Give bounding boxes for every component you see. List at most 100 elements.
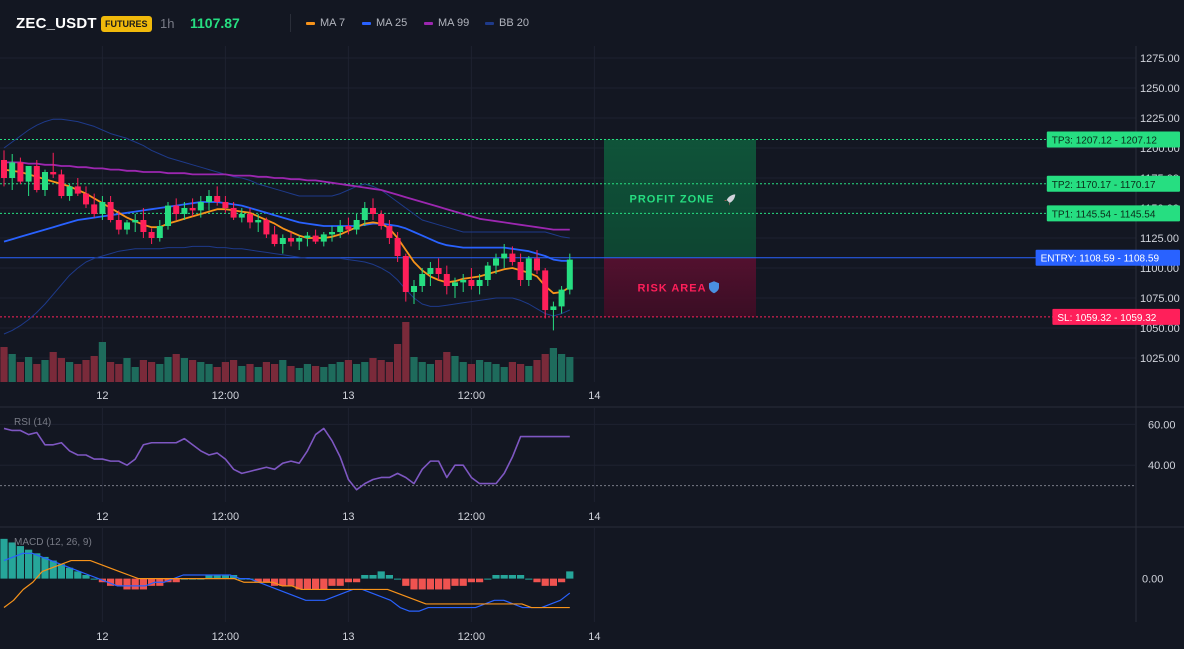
candle-body[interactable] (288, 238, 294, 242)
level-tag[interactable]: ENTRY: 1108.59 - 1108.59 (1035, 249, 1180, 266)
candle-body[interactable] (468, 280, 475, 286)
candle-body[interactable] (435, 268, 442, 274)
candle-body[interactable] (17, 162, 24, 182)
candle-body[interactable] (443, 274, 450, 286)
candle-body[interactable] (247, 214, 253, 223)
candle-body[interactable] (353, 220, 360, 230)
candle-body[interactable] (534, 258, 540, 271)
candle-body[interactable] (66, 186, 73, 196)
candle-body[interactable] (329, 232, 335, 235)
candle-body[interactable] (91, 204, 98, 214)
volume-bar (107, 362, 115, 382)
candle-body[interactable] (1, 160, 7, 178)
candle-body[interactable] (222, 202, 229, 208)
legend-bb20[interactable]: BB 20 (485, 17, 529, 29)
volume-bar (0, 347, 8, 382)
legend-ma7[interactable]: MA 7 (306, 17, 345, 29)
candle-body[interactable] (419, 274, 426, 286)
candle-body[interactable] (263, 220, 270, 235)
candle-body[interactable] (107, 202, 114, 220)
candle-body[interactable] (206, 196, 212, 202)
candle-body[interactable] (452, 282, 458, 286)
candle-body[interactable] (255, 220, 262, 223)
level-tag[interactable]: TP3: 1207.12 - 1207.12 (1046, 131, 1180, 148)
candle-body[interactable] (181, 208, 188, 214)
candle-body[interactable] (50, 172, 57, 175)
candle-body[interactable] (173, 205, 180, 214)
legend-label: MA 99 (438, 17, 470, 29)
candle-body[interactable] (132, 220, 139, 223)
candle-body[interactable] (197, 202, 204, 211)
candle-body[interactable] (33, 166, 40, 190)
candle-body[interactable] (238, 214, 245, 218)
candle-body[interactable] (525, 258, 532, 280)
candle-body[interactable] (501, 253, 508, 259)
candle-body[interactable] (542, 270, 549, 310)
candle-body[interactable] (99, 202, 106, 214)
macd-histogram-bar (533, 578, 541, 583)
candle-body[interactable] (370, 208, 376, 214)
macd-histogram-bar (172, 578, 180, 583)
candle-body[interactable] (550, 306, 557, 310)
candle-body[interactable] (304, 235, 311, 238)
header-divider (290, 14, 291, 32)
volume-bar (459, 362, 467, 382)
candle-body[interactable] (517, 262, 524, 280)
candle-body[interactable] (493, 258, 499, 266)
candle-body[interactable] (386, 226, 393, 238)
candle-body[interactable] (42, 172, 48, 190)
volume-bar (435, 360, 443, 382)
volume-bar (385, 362, 393, 382)
candle-body[interactable] (361, 208, 368, 220)
candle-body[interactable] (427, 268, 434, 274)
symbol-title[interactable]: ZEC_USDT (16, 15, 97, 32)
candle-body[interactable] (394, 238, 401, 256)
candle-body[interactable] (189, 208, 196, 211)
candle-body[interactable] (402, 256, 409, 292)
candle-body[interactable] (411, 286, 417, 292)
candle-body[interactable] (58, 174, 65, 196)
candle-body[interactable] (566, 259, 573, 290)
candle-body[interactable] (115, 220, 122, 230)
candle-body[interactable] (378, 214, 385, 226)
level-tag[interactable]: TP2: 1170.17 - 1170.17 (1046, 175, 1180, 192)
candle-body[interactable] (148, 232, 155, 238)
candle-body[interactable] (74, 186, 81, 194)
candle-body[interactable] (337, 226, 344, 232)
candle-body[interactable] (296, 238, 303, 242)
candle-body[interactable] (25, 166, 32, 182)
candle-body[interactable] (230, 208, 237, 218)
candle-body[interactable] (484, 265, 491, 280)
candle-body[interactable] (320, 234, 327, 242)
candle-body[interactable] (509, 253, 516, 262)
candle-body[interactable] (83, 193, 89, 205)
volume-bar (566, 357, 574, 382)
macd-pane: 0.00 MACD (12, 26, 9) (0, 537, 1163, 612)
level-tag[interactable]: SL: 1059.32 - 1059.32 (1052, 308, 1180, 325)
legend-ma99[interactable]: MA 99 (424, 17, 469, 29)
candle-body[interactable] (271, 234, 278, 244)
candle-body[interactable] (140, 220, 147, 232)
candle-body[interactable] (165, 205, 171, 226)
candle-body[interactable] (345, 226, 352, 230)
volume-bar (467, 364, 475, 382)
volume-bar (131, 367, 139, 382)
candle-body[interactable] (558, 289, 565, 307)
candle-body[interactable] (476, 280, 483, 286)
volume-bar (57, 358, 65, 382)
timeframe-selector[interactable]: 1h (160, 16, 175, 31)
candle-body[interactable] (279, 238, 286, 244)
candle-body[interactable] (460, 280, 467, 283)
volume-bar (164, 357, 172, 382)
volume-bar (230, 360, 238, 382)
macd-label: MACD (12, 26, 9) (14, 537, 92, 548)
candle-body[interactable] (156, 226, 163, 238)
candle-body[interactable] (214, 196, 221, 202)
legend-ma25[interactable]: MA 25 (362, 17, 407, 29)
candle-body[interactable] (312, 235, 319, 242)
macd-histogram-bar (328, 578, 336, 586)
level-tag[interactable]: TP1: 1145.54 - 1145.54 (1046, 205, 1180, 222)
candle-body[interactable] (9, 162, 16, 178)
candle-body[interactable] (124, 222, 130, 230)
